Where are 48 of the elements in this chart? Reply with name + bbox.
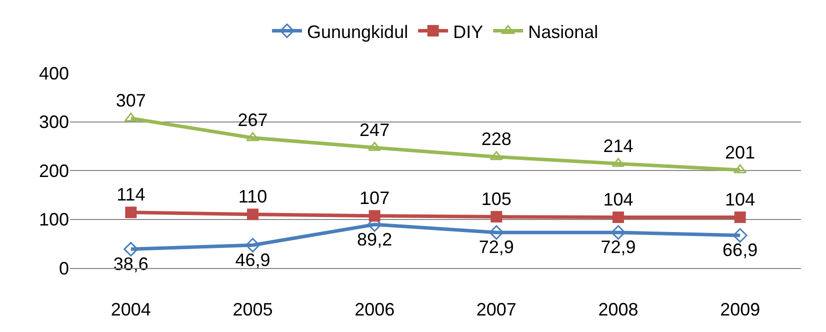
data-label: 89,2 <box>357 229 392 250</box>
y-tick-label: 0 <box>58 258 69 278</box>
point <box>124 242 138 256</box>
data-label: 66,9 <box>722 240 758 260</box>
x-tick-label: 2007 <box>476 300 516 320</box>
point <box>124 112 138 122</box>
data-label: 105 <box>481 189 512 210</box>
point <box>490 211 502 223</box>
legend-label: DIY <box>453 22 484 42</box>
legend-label: Gunungkidul <box>307 22 408 42</box>
y-tick-label: 100 <box>38 210 69 230</box>
point <box>125 206 137 218</box>
y-tick-label: 400 <box>38 63 69 84</box>
point <box>246 132 260 142</box>
data-label: 46,9 <box>235 250 270 270</box>
data-label: 107 <box>360 188 390 208</box>
point <box>611 225 626 240</box>
data-label: 72,9 <box>478 237 514 258</box>
data-label: 267 <box>238 110 268 130</box>
data-label: 214 <box>603 136 634 156</box>
x-tick-label: 2009 <box>720 300 760 320</box>
x-tick-label: 2005 <box>232 300 273 320</box>
data-label: 110 <box>238 186 268 207</box>
point <box>734 212 746 224</box>
point <box>490 151 503 160</box>
point <box>612 212 624 224</box>
data-label: 307 <box>116 90 146 111</box>
y-tick-label: 300 <box>38 112 69 132</box>
y-tick-label: 200 <box>38 160 69 181</box>
data-label: 114 <box>116 184 146 205</box>
data-label: 104 <box>603 190 634 210</box>
point <box>734 164 747 174</box>
point <box>732 228 748 243</box>
data-label: 104 <box>725 190 756 210</box>
data-label: 201 <box>725 142 756 162</box>
data-label: 247 <box>360 120 390 140</box>
point <box>368 142 382 151</box>
point <box>489 225 504 240</box>
point <box>246 238 260 252</box>
legend-label: Nasional <box>528 22 598 42</box>
x-tick-label: 2008 <box>598 300 638 320</box>
point <box>368 210 380 222</box>
x-tick-label: 2004 <box>110 300 151 320</box>
point <box>612 158 625 167</box>
point <box>247 208 258 220</box>
x-tick-label: 2006 <box>354 300 395 320</box>
data-label: 228 <box>481 129 512 150</box>
data-label: 72,9 <box>600 237 636 258</box>
